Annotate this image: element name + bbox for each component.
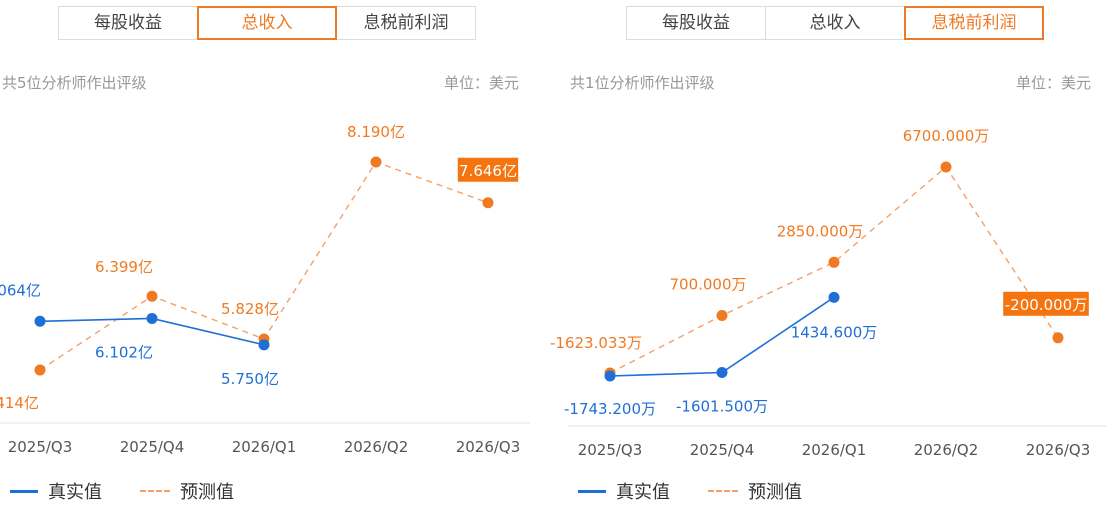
- forecast-data-label: 5.828亿: [221, 300, 279, 318]
- revenue-panel: 每股收益 总收入 息税前利润 共5位分析师作出评级 单位：美元 2025/Q3 2…: [0, 0, 540, 510]
- actual-point: [258, 339, 270, 351]
- forecast-point: [482, 197, 494, 209]
- forecast-legend-label[interactable]: 预测值: [180, 482, 234, 503]
- tab-revenue[interactable]: 总收入: [765, 6, 905, 40]
- analyst-count: 共5位分析师作出评级: [2, 74, 147, 92]
- x-tick-label: 2025/Q3: [8, 438, 73, 456]
- x-tick-label: 2025/Q4: [120, 438, 185, 456]
- x-tick-label: 2025/Q3: [578, 441, 643, 459]
- forecast-highlight-badge: [457, 157, 519, 182]
- x-tick-label: 2026/Q2: [914, 441, 979, 459]
- chart-legend: 真实值 预测值: [578, 478, 802, 504]
- forecast-data-label: -200.000万: [1005, 296, 1087, 314]
- actual-data-label: -1601.500万: [676, 397, 768, 415]
- unit-label: 单位：美元: [1016, 74, 1092, 92]
- forecast-data-label: 700.000万: [669, 276, 746, 294]
- forecast-data-label: 7.646亿: [459, 162, 517, 180]
- forecast-legend-swatch: [140, 490, 170, 492]
- actual-legend-swatch: [10, 489, 38, 493]
- ebit-panel: 每股收益 总收入 息税前利润 共1位分析师作出评级 单位：美元 2025/Q3 2…: [550, 0, 1106, 510]
- actual-data-label: -1743.200万: [564, 400, 656, 418]
- actual-data-label: 6.102亿: [95, 343, 153, 361]
- analyst-count: 共1位分析师作出评级: [570, 74, 715, 92]
- x-tick-label: 2026/Q1: [802, 441, 867, 459]
- forecast-point: [146, 290, 158, 302]
- x-tick-label: 2026/Q2: [344, 438, 409, 456]
- forecast-point: [716, 310, 728, 322]
- chart-legend: 真实值 预测值: [10, 478, 234, 504]
- ebit-chart: 2025/Q3 2025/Q4 2026/Q1 2026/Q2 2026/Q3 -1623…: [550, 127, 1106, 459]
- x-tick-label: 2026/Q1: [232, 438, 297, 456]
- forecast-data-label: 6700.000万: [903, 127, 990, 145]
- tab-eps[interactable]: 每股收益: [626, 6, 766, 40]
- actual-data-label: 5.750亿: [221, 370, 279, 388]
- forecast-data-label: 6.399亿: [95, 258, 153, 276]
- actual-legend-swatch: [578, 489, 606, 493]
- actual-point: [604, 370, 616, 382]
- x-tick-label: 2025/Q4: [690, 441, 755, 459]
- actual-data-label: 1434.600万: [791, 323, 878, 341]
- metric-tabs: 每股收益 总收入 息税前利润: [58, 6, 476, 40]
- forecast-legend-label[interactable]: 预测值: [748, 482, 802, 503]
- forecast-point: [1052, 332, 1064, 344]
- metric-tabs: 每股收益 总收入 息税前利润: [626, 6, 1044, 40]
- forecast-data-label: 5.414亿: [0, 394, 39, 412]
- unit-label: 单位：美元: [444, 74, 520, 92]
- revenue-chart: 2025/Q3 2025/Q4 2026/Q1 2026/Q2 2026/Q3 5.414…: [0, 123, 530, 456]
- x-tick-label: 2026/Q3: [456, 438, 521, 456]
- actual-point: [716, 366, 728, 378]
- actual-legend-label[interactable]: 真实值: [48, 482, 102, 503]
- actual-point: [828, 291, 840, 303]
- tab-eps[interactable]: 每股收益: [58, 6, 198, 40]
- forecast-data-label: 2850.000万: [777, 222, 864, 240]
- actual-data-label: 6.064亿: [0, 281, 41, 299]
- forecast-data-label: -1623.033万: [550, 334, 642, 352]
- actual-legend-label[interactable]: 真实值: [616, 482, 670, 503]
- tab-ebit[interactable]: 息税前利润: [336, 6, 476, 40]
- tab-ebit[interactable]: 息税前利润: [904, 6, 1044, 40]
- forecast-point: [370, 156, 382, 168]
- forecast-point: [828, 256, 840, 268]
- forecast-point: [940, 161, 952, 173]
- forecast-highlight-badge: [1003, 291, 1089, 316]
- forecast-data-label: 8.190亿: [347, 123, 405, 141]
- forecast-legend-swatch: [708, 490, 738, 492]
- x-tick-label: 2026/Q3: [1026, 441, 1091, 459]
- actual-point: [34, 315, 46, 327]
- forecast-series-line: [609, 165, 1059, 374]
- actual-point: [146, 312, 158, 324]
- tab-revenue[interactable]: 总收入: [197, 6, 337, 40]
- forecast-point: [34, 364, 46, 376]
